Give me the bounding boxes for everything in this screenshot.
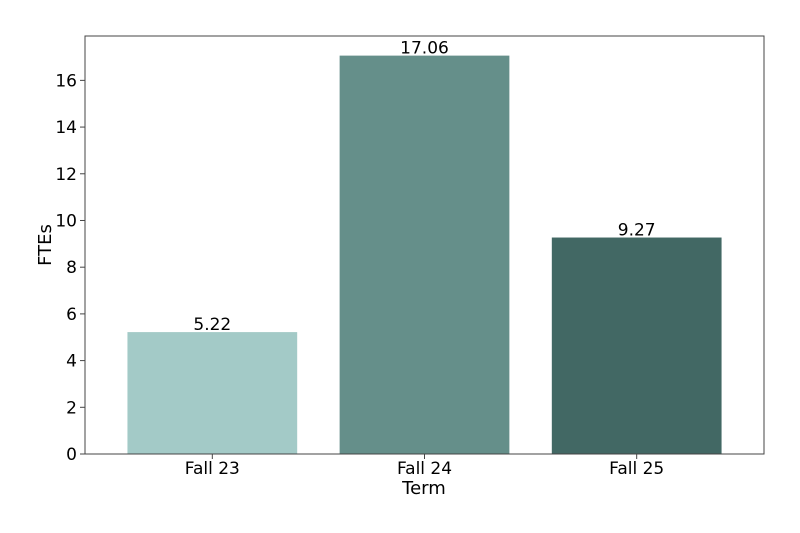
y-tick-label: 16 xyxy=(55,71,77,91)
bar-fall-25 xyxy=(551,237,722,454)
y-tick-label: 12 xyxy=(55,165,77,185)
y-tick-label: 10 xyxy=(55,211,77,231)
bar-value-label: 5.22 xyxy=(193,315,231,335)
bar-fall-24 xyxy=(339,55,510,455)
x-axis: Fall 23 Fall 24 Fall 25 xyxy=(185,454,664,479)
y-tick-label: 4 xyxy=(66,352,77,372)
bar-fall-23 xyxy=(127,332,298,454)
bar-value-label: 9.27 xyxy=(618,221,656,241)
x-tick-label: Fall 23 xyxy=(185,459,240,479)
y-axis-title: FTEs xyxy=(35,224,56,266)
x-tick-label: Fall 24 xyxy=(397,459,452,479)
bar-value-label: 17.06 xyxy=(400,39,449,59)
y-tick-label: 2 xyxy=(66,398,77,418)
y-axis: 0 2 4 6 8 10 12 14 16 xyxy=(55,71,85,465)
y-tick-label: 8 xyxy=(66,258,77,278)
bar-group: 5.22 17.06 9.27 xyxy=(127,39,722,455)
x-axis-title: Term xyxy=(401,478,446,499)
y-tick-label: 0 xyxy=(66,445,77,465)
x-tick-label: Fall 25 xyxy=(609,459,664,479)
y-tick-label: 6 xyxy=(66,305,77,325)
y-tick-label: 14 xyxy=(55,118,77,138)
plot-frame xyxy=(84,35,765,455)
